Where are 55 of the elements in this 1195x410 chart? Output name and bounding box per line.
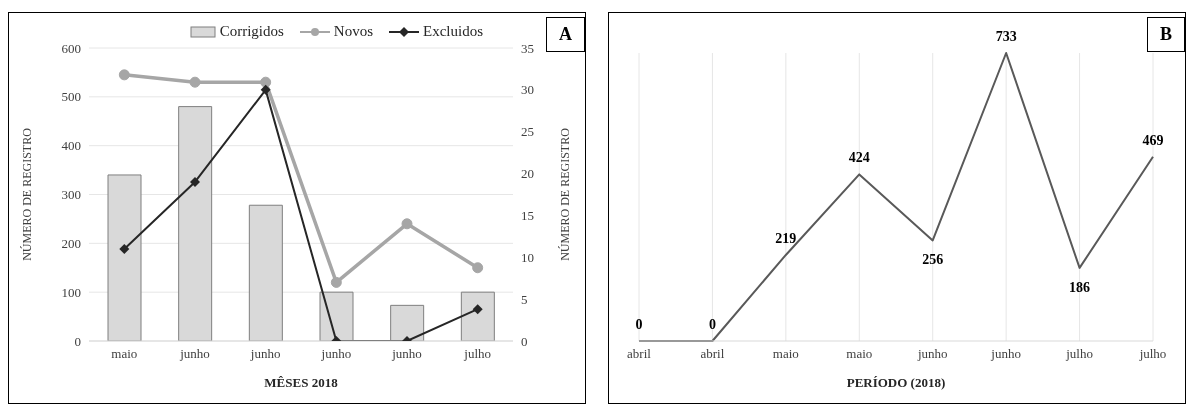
data-label: 733 bbox=[995, 29, 1017, 44]
data-label: 256 bbox=[922, 252, 944, 268]
point bbox=[472, 262, 484, 274]
x-tick-label: junho bbox=[179, 346, 210, 362]
point bbox=[401, 218, 413, 230]
y2-tick-label: 25 bbox=[521, 124, 534, 140]
x-tick-label: junho bbox=[391, 346, 422, 362]
x-tick-label: julho bbox=[1065, 346, 1093, 362]
x-axis-title: PERÍODO (2018) bbox=[846, 375, 946, 390]
data-label: 424 bbox=[848, 150, 870, 166]
legend-label: Excluidos bbox=[422, 23, 483, 40]
x-tick-label: junho bbox=[249, 346, 281, 362]
x-tick-label: junho bbox=[990, 346, 1021, 362]
point bbox=[118, 69, 130, 81]
legend-label: Corrigidos bbox=[218, 23, 284, 40]
y2-axis-title: NÚMERO DE REGISTRO bbox=[558, 127, 573, 261]
data-label: 186 bbox=[1069, 279, 1091, 295]
y-tick-label: 0 bbox=[74, 333, 81, 349]
x-tick-label: julho bbox=[463, 346, 492, 362]
data-label: 469 bbox=[1142, 132, 1164, 148]
point bbox=[330, 276, 342, 288]
text: A bbox=[546, 17, 585, 52]
y2-tick-label: 0 bbox=[521, 333, 528, 349]
y-tick-label: 400 bbox=[61, 138, 81, 154]
x-axis-title: MÊSES 2018 bbox=[264, 375, 339, 390]
point bbox=[119, 243, 130, 254]
point bbox=[260, 84, 271, 95]
x-tick-label: maio bbox=[111, 346, 138, 362]
y2-tick-label: 10 bbox=[521, 249, 534, 265]
y2-tick-label: 30 bbox=[521, 82, 534, 98]
y-tick-label: 300 bbox=[61, 187, 81, 203]
y2-tick-label: 35 bbox=[521, 40, 534, 56]
point bbox=[260, 76, 272, 88]
x-tick-label: maio bbox=[846, 346, 873, 362]
text: B bbox=[1146, 17, 1185, 52]
data-label: 0 bbox=[635, 317, 643, 332]
x-tick-label: maio bbox=[772, 346, 799, 362]
y-tick-label: 600 bbox=[61, 40, 81, 56]
x-tick-label: junho bbox=[320, 346, 352, 362]
y2-tick-label: 15 bbox=[521, 208, 534, 224]
y2-tick-label: 20 bbox=[521, 166, 534, 182]
y-axis-title: NÚMERO DE REGISTRO bbox=[20, 127, 35, 261]
y2-tick-label: 5 bbox=[521, 291, 528, 307]
y-tick-label: 200 bbox=[61, 235, 81, 251]
point bbox=[190, 176, 200, 187]
x-tick-label: junho bbox=[916, 346, 948, 362]
point bbox=[189, 76, 201, 88]
x-tick-label: julho bbox=[1138, 346, 1167, 362]
x-tick-label: abril bbox=[627, 346, 652, 362]
x-tick-label: abril bbox=[700, 346, 725, 362]
legend-label: Novos bbox=[332, 23, 373, 40]
data-label: 219 bbox=[775, 230, 797, 246]
y-tick-label: 500 bbox=[61, 89, 81, 105]
data-label: 0 bbox=[708, 317, 716, 332]
y-tick-label: 100 bbox=[61, 284, 81, 300]
